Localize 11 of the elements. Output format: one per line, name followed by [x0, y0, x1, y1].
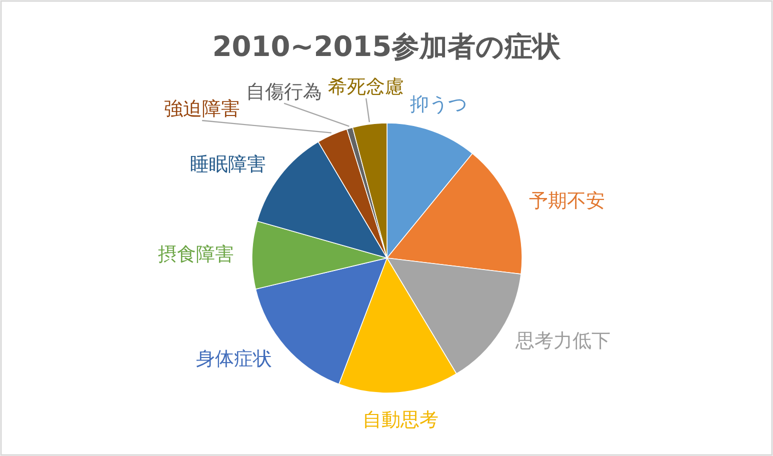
- slice-label: 抑うつ: [410, 93, 467, 116]
- slice-label: 希死念慮: [328, 76, 404, 98]
- slice-label: 思考力低下: [514, 330, 610, 352]
- slice-label: 自傷行為: [246, 80, 322, 103]
- chart-title: 2010~2015参加者の症状: [212, 30, 562, 63]
- slice-label: 自動思考: [362, 408, 438, 431]
- slice-label: 予期不安: [528, 190, 605, 212]
- slice-label: 睡眠障害: [190, 154, 266, 176]
- slice-label: 身体症状: [196, 348, 272, 370]
- slice-label: 摂食障害: [158, 244, 234, 266]
- slice-label: 強迫障害: [164, 98, 240, 120]
